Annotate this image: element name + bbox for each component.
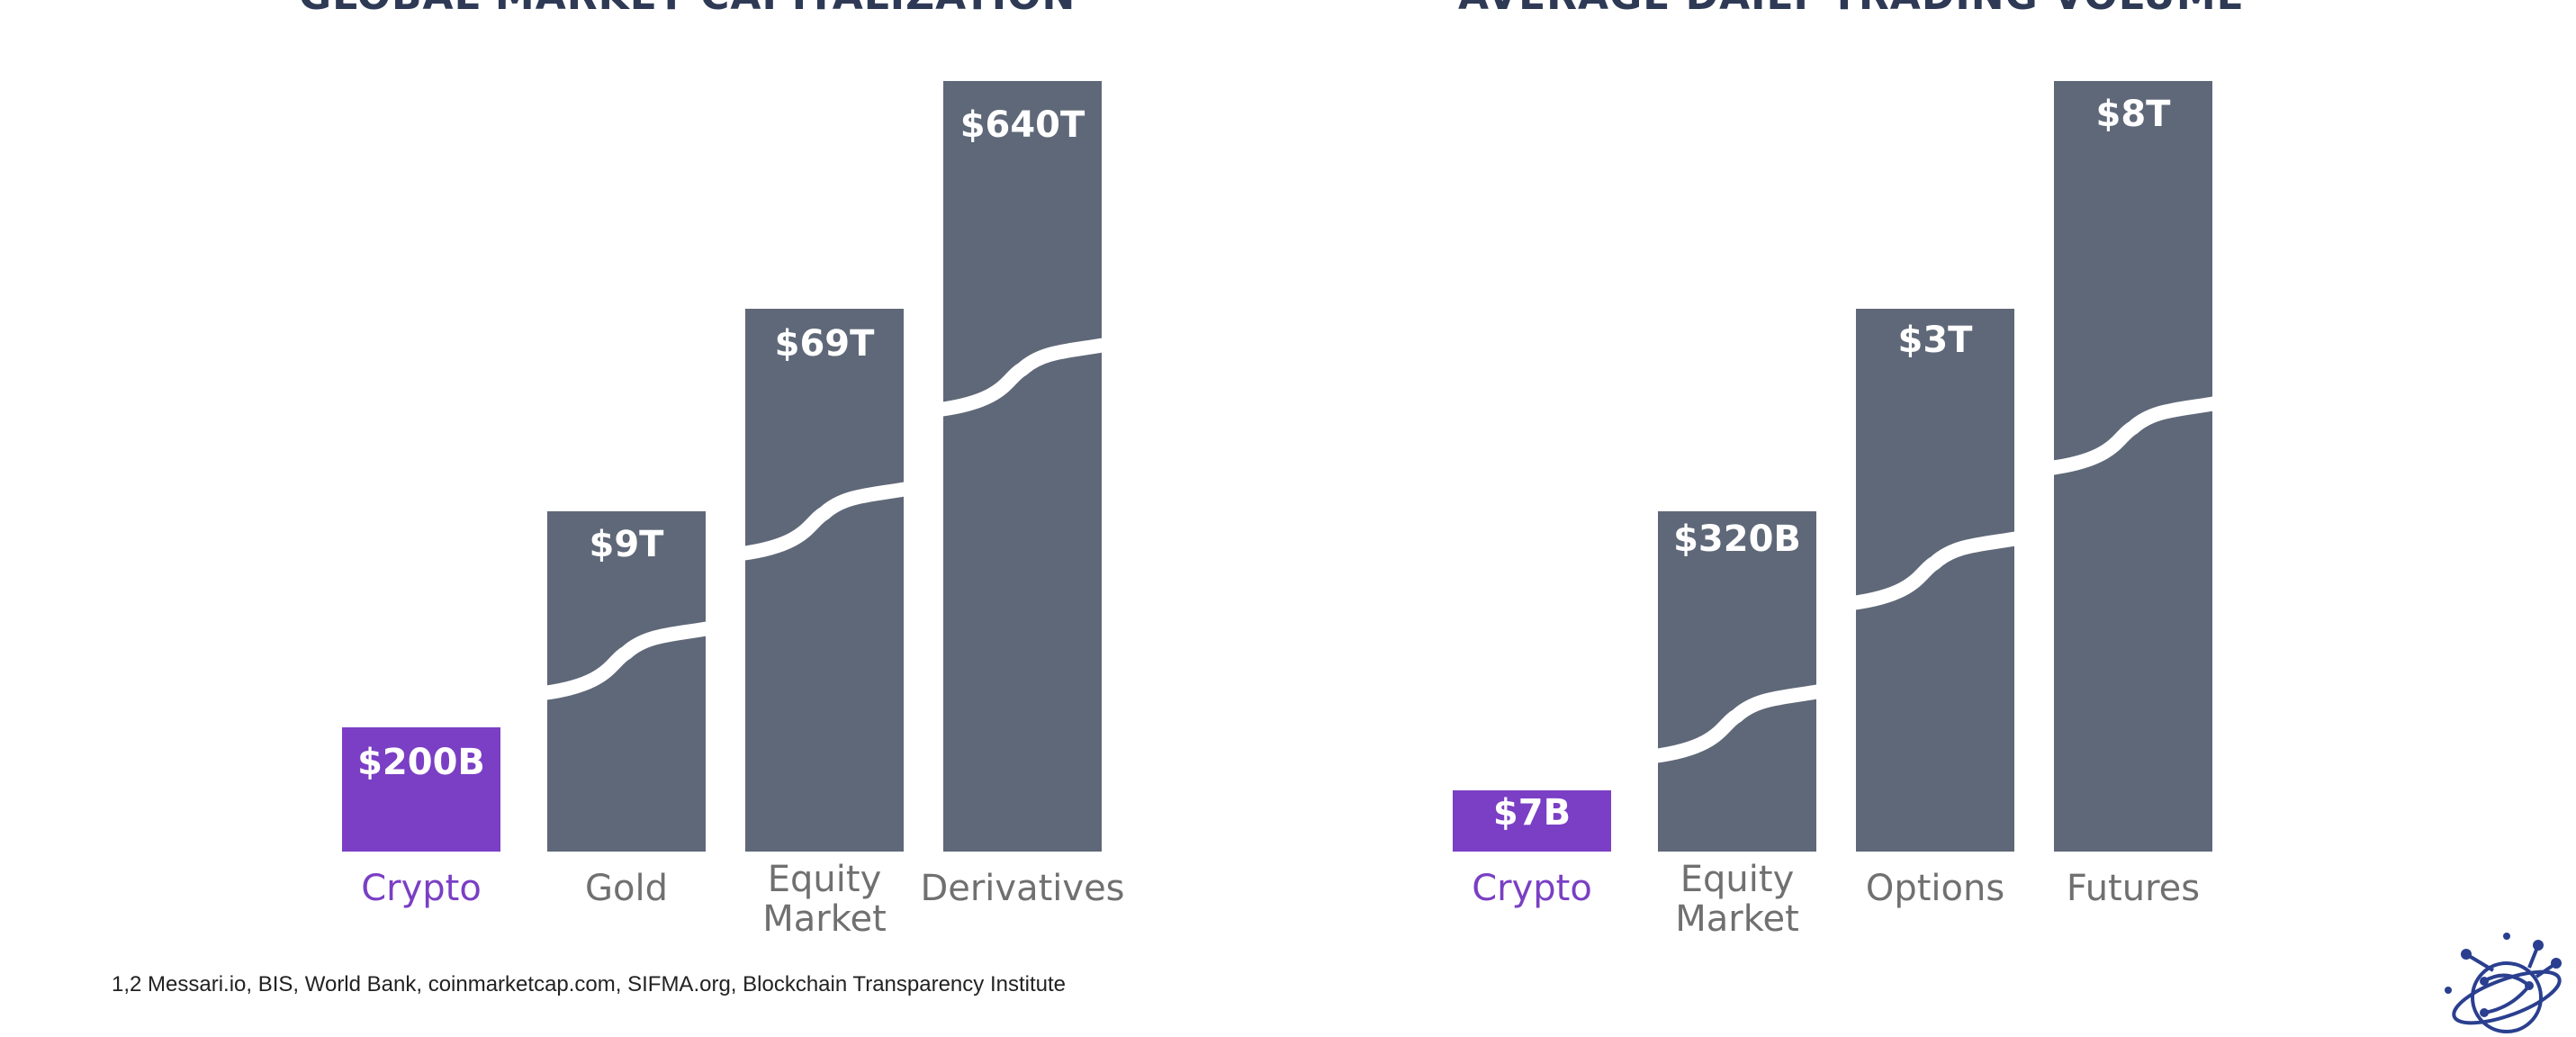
- axis-break-1-1: [1653, 684, 1822, 763]
- category-label: Crypto: [1472, 868, 1592, 909]
- category-label: Derivatives: [920, 868, 1124, 909]
- bar-value-label: $7B: [1493, 792, 1571, 834]
- axis-break-0-2: [740, 482, 909, 561]
- bar-0-0: [342, 727, 500, 852]
- chart-title-trading-volume: AVERAGE DAILY TRADING VOLUME: [1458, 0, 2245, 19]
- bar-1-0: [1453, 790, 1611, 852]
- chart-title-market-cap: GLOBAL MARKET CAPITALIZATION: [299, 0, 1076, 19]
- category-label: Futures: [2067, 868, 2200, 909]
- bar-value-label: $9T: [590, 524, 665, 565]
- category-label: Equity Market: [762, 859, 887, 940]
- bar-value-label: $69T: [775, 323, 875, 365]
- category-label: Gold: [585, 868, 668, 909]
- bar-value-label: $8T: [2096, 94, 2172, 135]
- bar-0-2: [745, 309, 904, 852]
- bar-1-1: [1658, 511, 1816, 852]
- bar-value-label: $200B: [357, 742, 485, 783]
- category-label: Equity Market: [1675, 859, 1799, 940]
- bar-1-2: [1856, 309, 2014, 852]
- axis-break-1-3: [2049, 396, 2218, 475]
- axis-break-0-3: [938, 338, 1107, 417]
- footnote-sources: 1,2 Messari.io, BIS, World Bank, coinmar…: [112, 972, 1066, 996]
- category-label: Options: [1866, 868, 2004, 909]
- category-label: Crypto: [361, 868, 482, 909]
- axis-break-0-1: [542, 621, 711, 700]
- bar-value-label: $3T: [1898, 320, 1974, 361]
- bar-value-label: $320B: [1673, 518, 1801, 560]
- network-globe-logo-icon: [2445, 933, 2562, 1033]
- axis-break-1-2: [1851, 531, 2020, 610]
- bar-0-3: [943, 81, 1102, 852]
- bar-value-label: $640T: [960, 104, 1085, 146]
